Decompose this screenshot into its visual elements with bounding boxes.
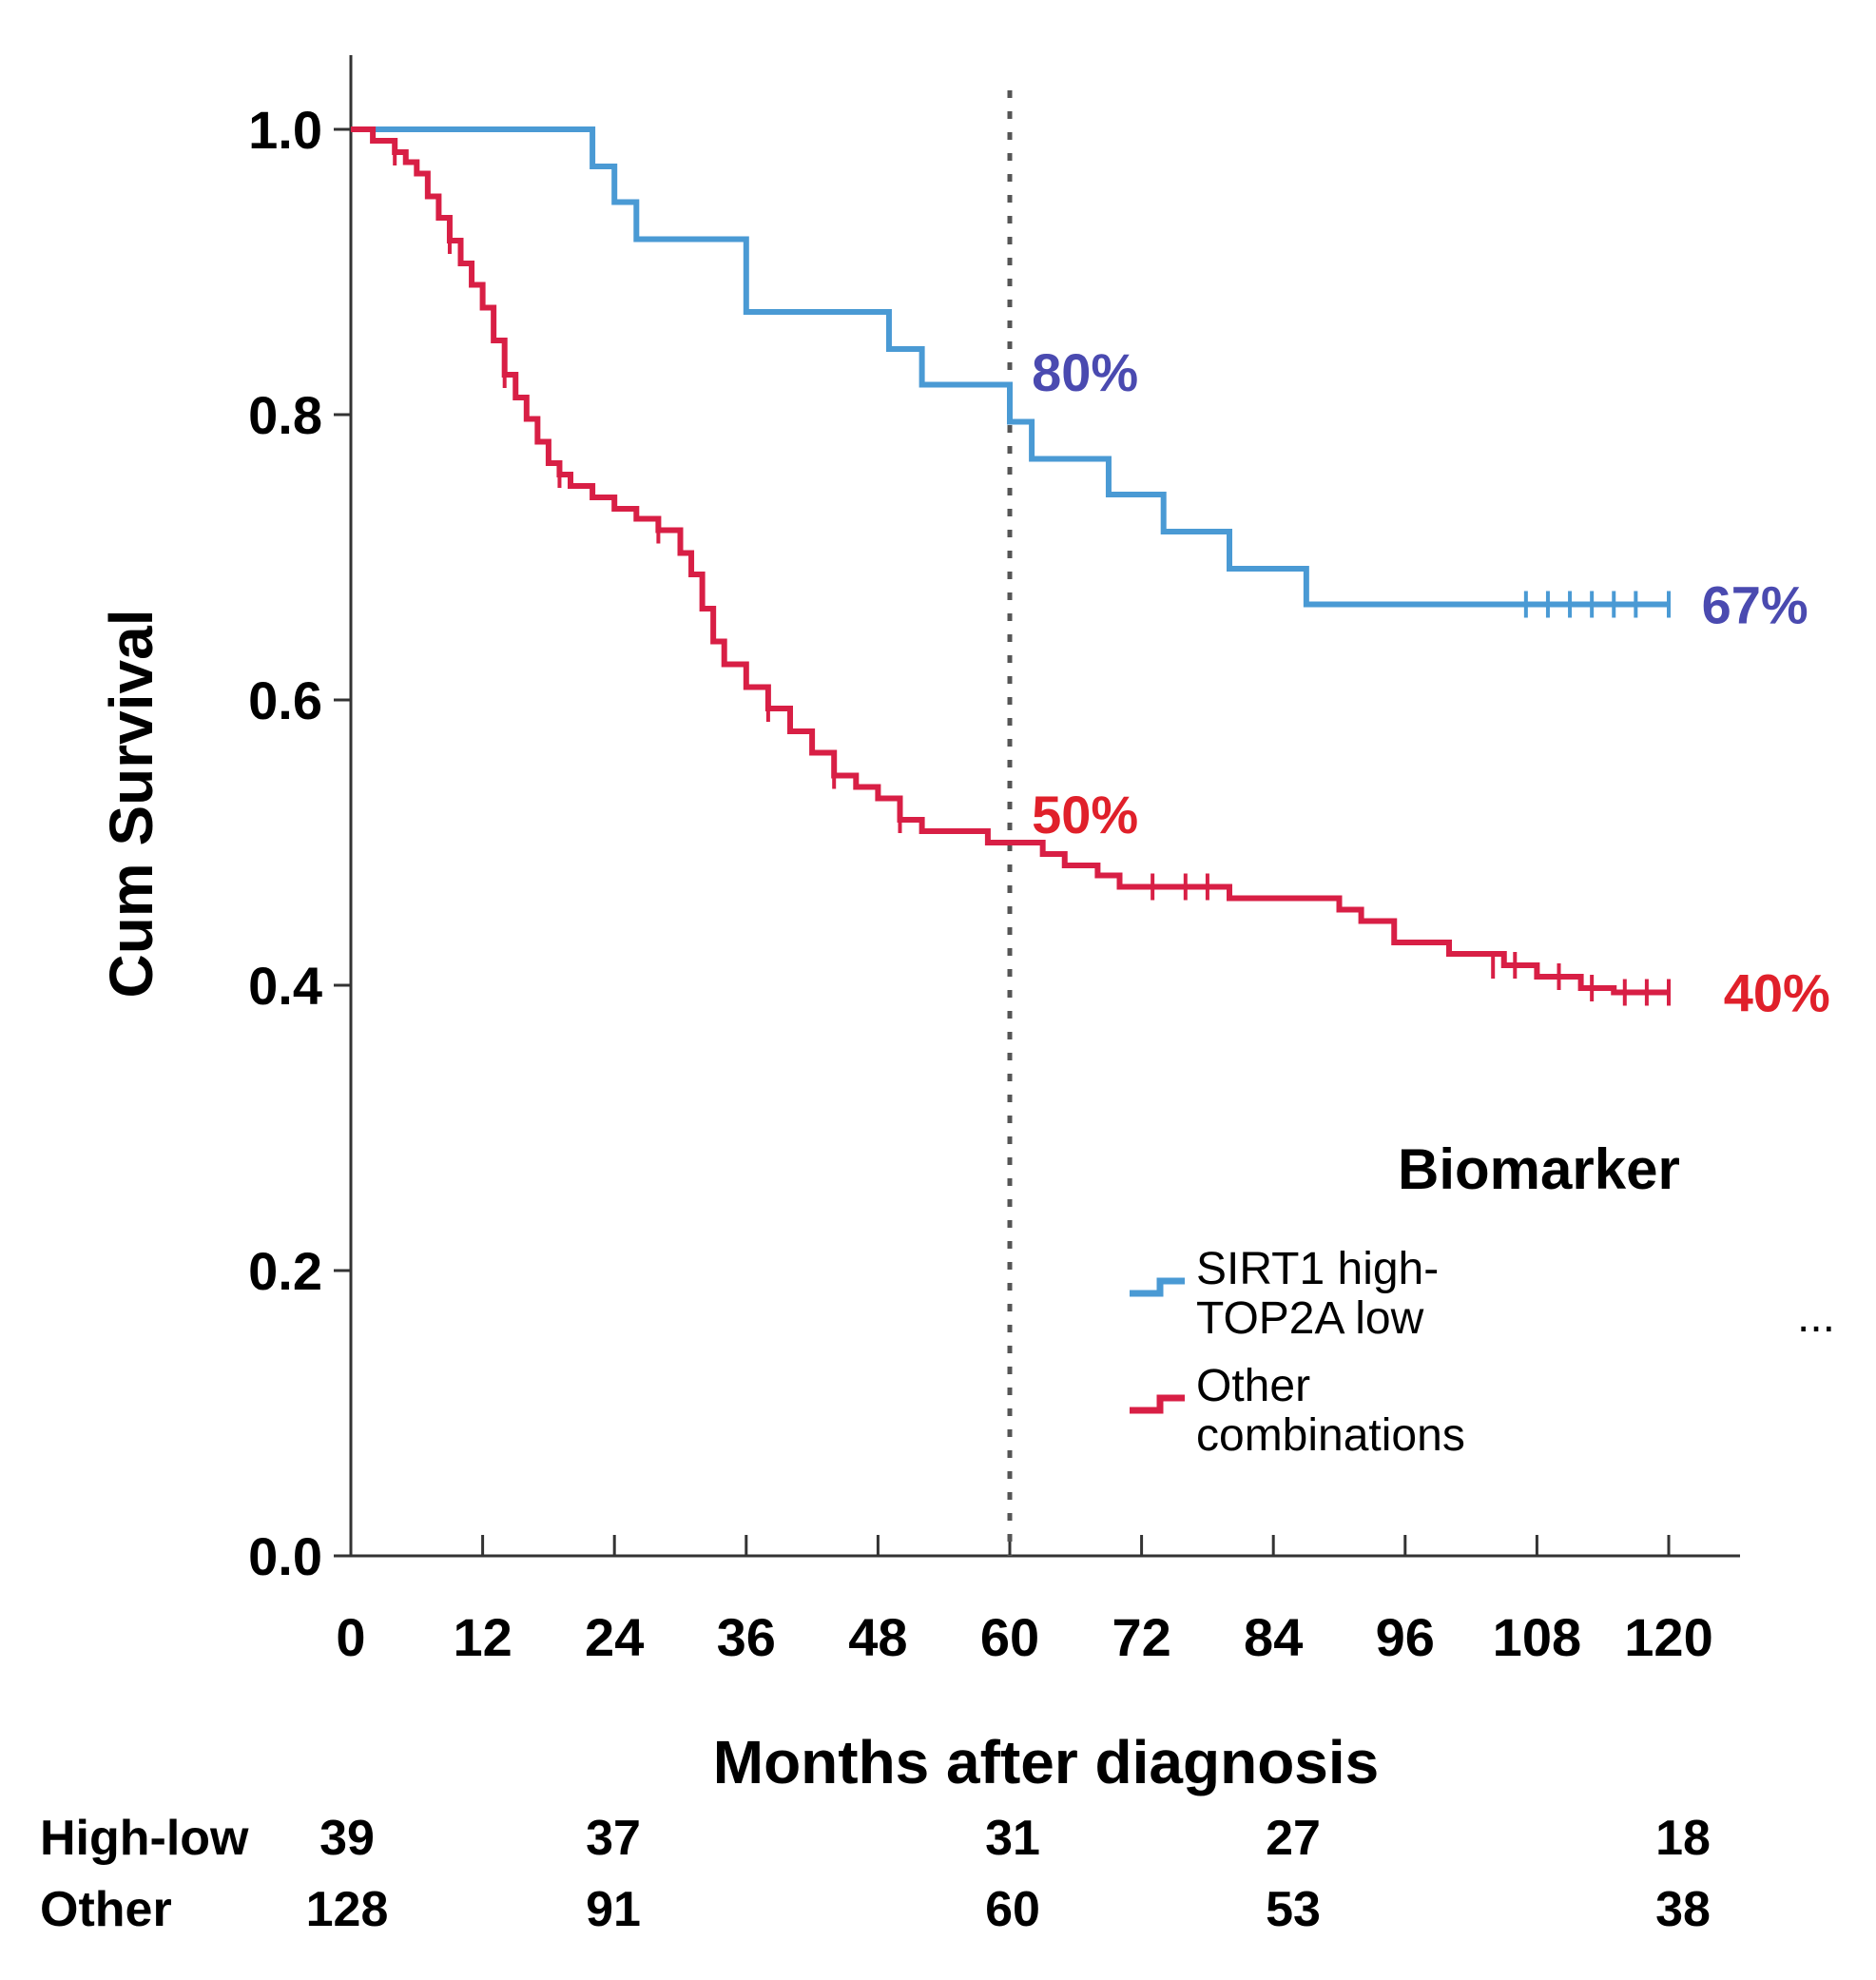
x-axis-title: Months after diagnosis [713, 1728, 1380, 1796]
legend-entry-label: SIRT1 high- [1196, 1244, 1439, 1294]
y-tick-label: 0.8 [248, 385, 322, 445]
legend-swatch-sirt1 [1130, 1277, 1185, 1297]
y-tick-label: 1.0 [248, 100, 322, 160]
y-tick-label: 0.4 [248, 956, 322, 1016]
risk-table-value: 31 [985, 1811, 1040, 1866]
x-tick-label: 36 [717, 1607, 776, 1667]
x-tick-label: 84 [1244, 1607, 1303, 1667]
survival-curve-other-combinations [351, 126, 1669, 996]
legend-entry-label: Other [1196, 1361, 1310, 1411]
x-tick-label: 96 [1376, 1607, 1435, 1667]
risk-table-value: 53 [1266, 1882, 1321, 1937]
risk-table-row-label: High-low [40, 1811, 249, 1866]
y-axis-title: Cum Survival [97, 609, 165, 998]
x-tick-label: 60 [980, 1607, 1039, 1667]
risk-table-value: 18 [1655, 1811, 1711, 1866]
percent-annotation: 80% [1032, 342, 1138, 402]
percent-annotation: 40% [1724, 963, 1830, 1023]
y-tick-label: 0.2 [248, 1241, 322, 1301]
legend-swatch-other [1130, 1394, 1185, 1414]
survival-curve-sirt1-high-top2a-low [351, 126, 1669, 608]
legend-entry-label: combinations [1196, 1410, 1465, 1461]
x-tick-label: 120 [1624, 1607, 1712, 1667]
risk-table-value: 38 [1655, 1882, 1711, 1937]
x-tick-label: 24 [585, 1607, 644, 1667]
x-tick-label: 72 [1112, 1607, 1170, 1667]
ellipsis-mark: ... [1797, 1291, 1835, 1342]
risk-table-row-label: Other [40, 1882, 172, 1937]
risk-table-value: 39 [319, 1811, 375, 1866]
risk-table-value: 27 [1266, 1811, 1321, 1866]
percent-annotation: 67% [1702, 575, 1808, 635]
risk-table-value: 91 [586, 1882, 641, 1937]
legend-entry-label: TOP2A low [1196, 1293, 1424, 1344]
risk-table-value: 128 [306, 1882, 389, 1937]
y-tick-label: 0.6 [248, 670, 322, 730]
x-tick-label: 0 [336, 1607, 365, 1667]
x-tick-label: 108 [1493, 1607, 1581, 1667]
x-tick-label: 48 [848, 1607, 907, 1667]
x-tick-label: 12 [453, 1607, 512, 1667]
percent-annotation: 50% [1032, 785, 1138, 844]
risk-table-value: 37 [586, 1811, 641, 1866]
legend-title: Biomarker [1398, 1137, 1680, 1201]
y-tick-label: 0.0 [248, 1526, 322, 1586]
risk-table-value: 60 [985, 1882, 1040, 1937]
